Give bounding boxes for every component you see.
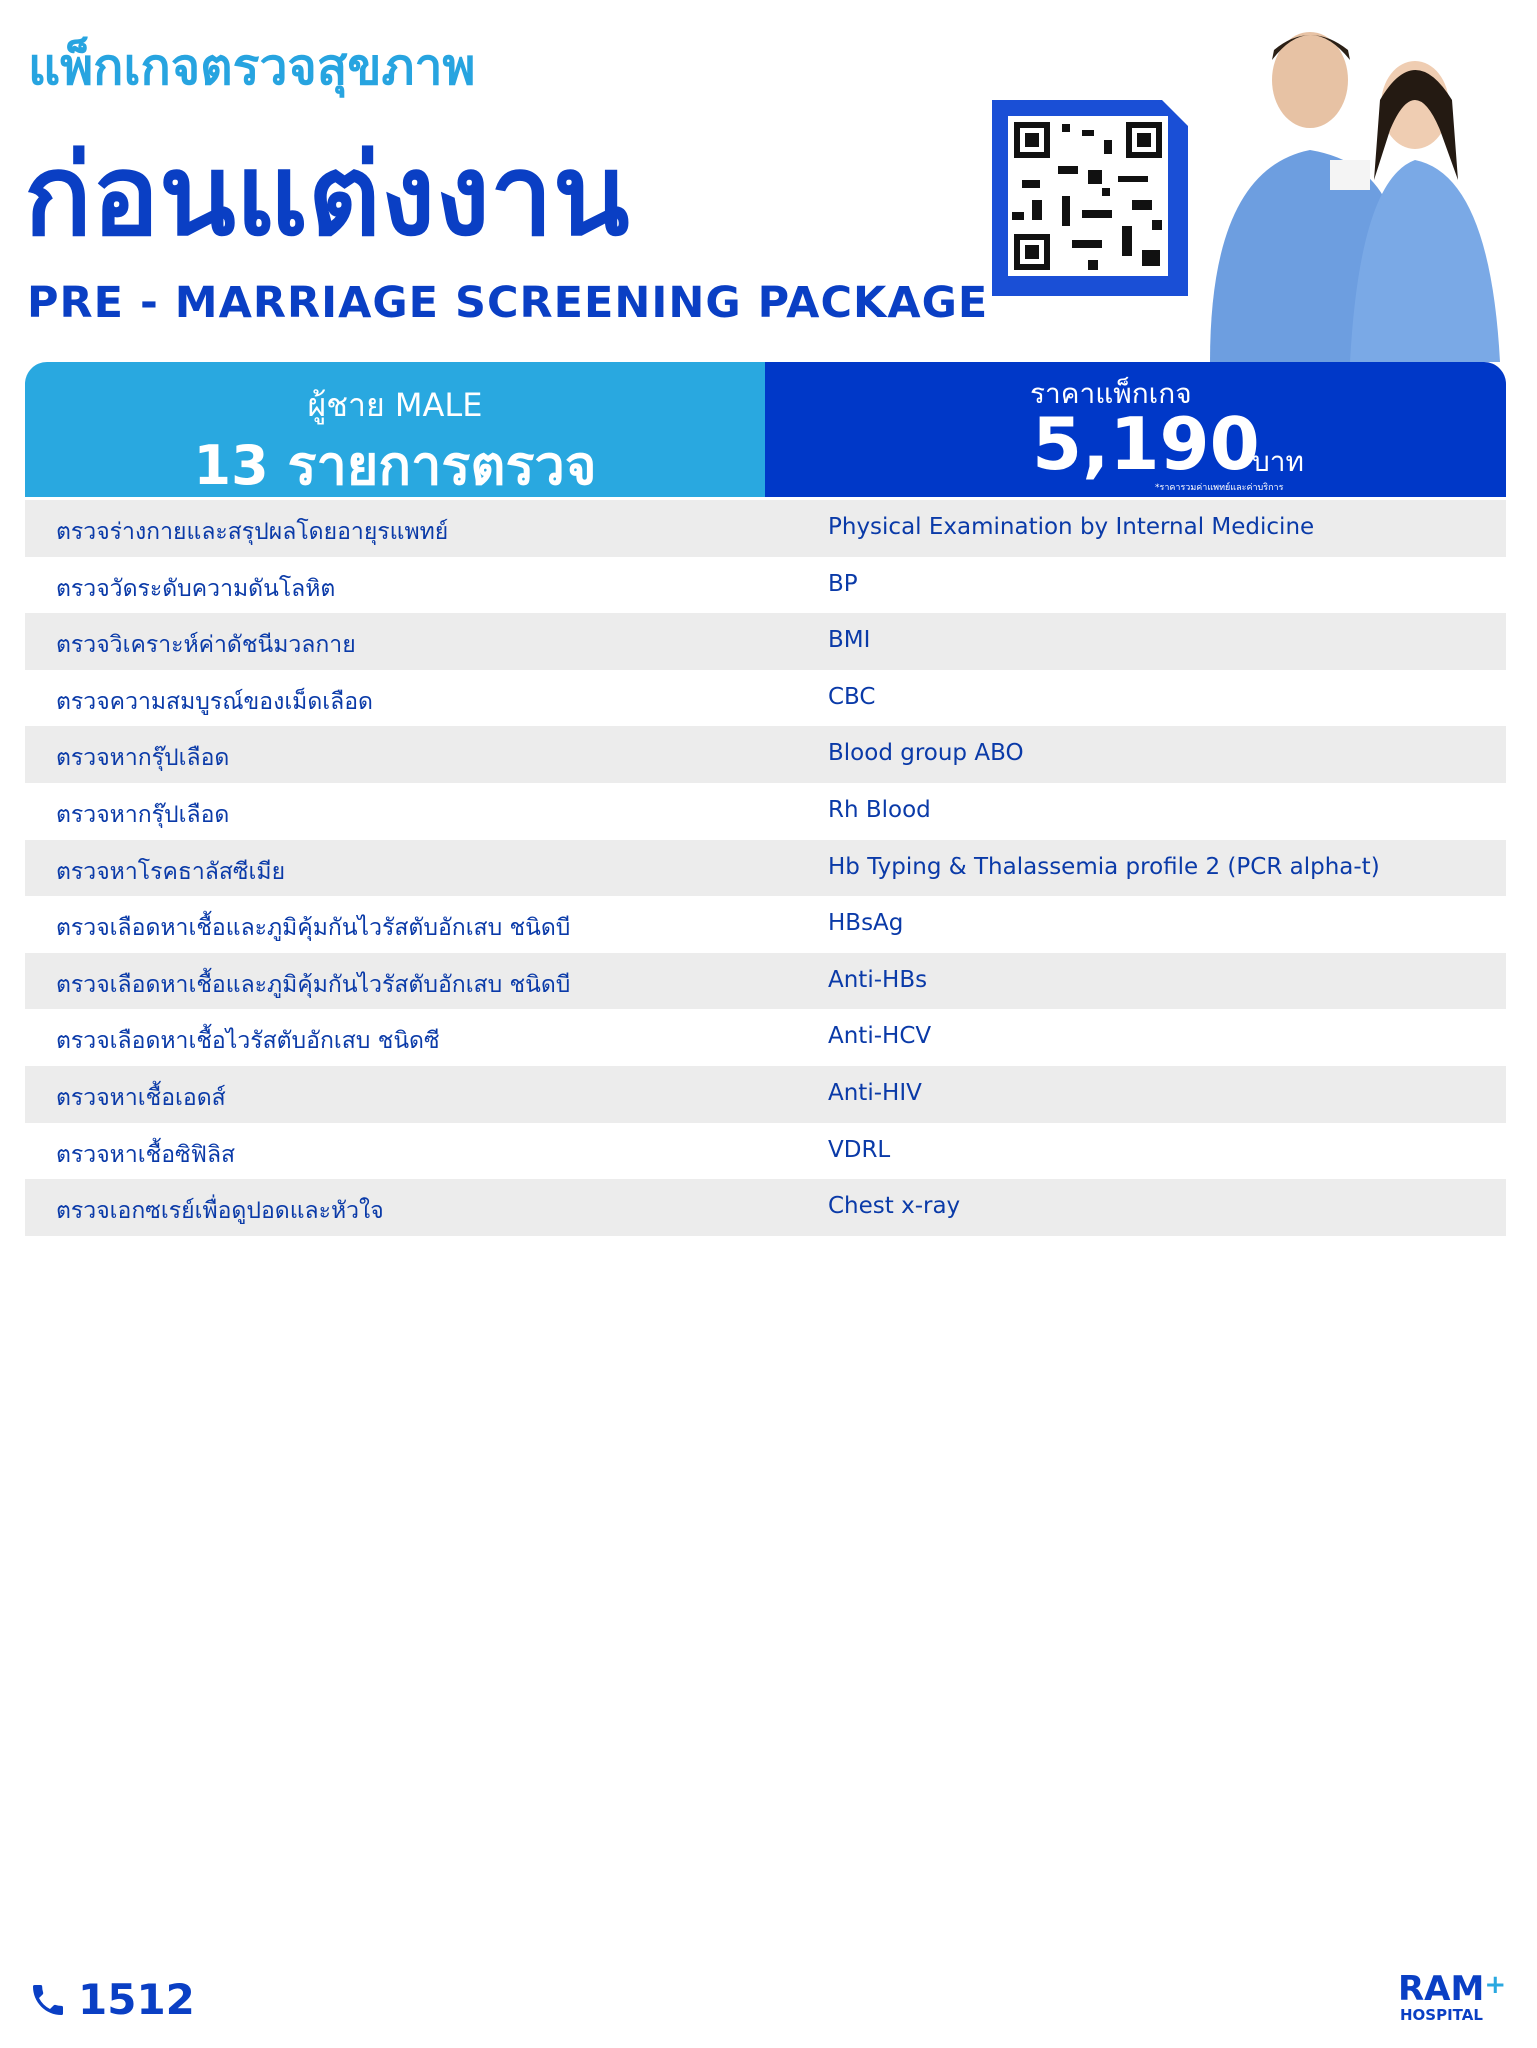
table-row: ตรวจเลือดหาเชื้อและภูมิคุ้มกันไวรัสตับอั…	[25, 952, 1506, 1010]
qr-code	[992, 100, 1188, 296]
test-thai: ตรวจเอกซเรย์เพื่อดูปอดและหัวใจ	[56, 1198, 384, 1225]
count-label: 13 รายการตรวจ	[193, 434, 597, 497]
currency: บาท	[1252, 445, 1304, 478]
gender-band	[25, 362, 765, 497]
test-english: Physical Examination by Internal Medicin…	[828, 514, 1315, 540]
table-row: ตรวจร่างกายและสรุปผลโดยอายุรแพทย์ Physica…	[25, 500, 1506, 557]
table-row: ตรวจหากรุ๊ปเลือด Blood group ABO	[25, 726, 1506, 783]
test-english: Anti-HIV	[828, 1079, 922, 1106]
table-row: ตรวจเอกซเรย์เพื่อดูปอดและหัวใจ Chest x-ra…	[25, 1179, 1506, 1236]
test-thai: ตรวจหากรุ๊ปเลือด	[56, 745, 230, 772]
test-thai: ตรวจเลือดหาเชื้อไวรัสตับอักเสบ ชนิดซี	[56, 1028, 440, 1055]
table-row: ตรวจหากรุ๊ปเลือด Rh Blood	[25, 783, 1506, 840]
table-row: ตรวจเลือดหาเชื้อไวรัสตับอักเสบ ชนิดซี Ant…	[25, 1009, 1506, 1066]
gender-label: ผู้ชาย MALE	[307, 386, 483, 424]
test-thai: ตรวจหากรุ๊ปเลือด	[56, 801, 230, 828]
test-english: Blood group ABO	[828, 740, 1024, 767]
table-row: ตรวจหาเชื้อซิฟิลิส VDRL	[25, 1123, 1506, 1180]
test-thai: ตรวจวิเคราะห์ค่าดัชนีมวลกาย	[56, 632, 356, 659]
test-english: Chest x-ray	[828, 1193, 961, 1220]
test-thai: ตรวจหาเชื้อซิฟิลิส	[56, 1141, 236, 1168]
subtitle: แพ็กเกจตรวจสุขภาพ	[28, 38, 476, 96]
table-row: ตรวจเลือดหาเชื้อและภูมิคุ้มกันไวรัสตับอั…	[25, 896, 1506, 953]
test-thai: ตรวจความสมบูรณ์ของเม็ดเลือด	[56, 688, 373, 715]
phone-icon	[33, 1984, 63, 2015]
table-row: ตรวจหาโรคธาลัสซีเมีย Hb Typing & Thalasse…	[25, 839, 1506, 897]
table-row: ตรวจความสมบูรณ์ของเม็ดเลือด CBC	[25, 670, 1506, 727]
test-thai: ตรวจวัดระดับความดันโลหิต	[56, 575, 336, 602]
price-label: ราคาแพ็กเกจ	[1030, 377, 1192, 410]
test-english: CBC	[828, 683, 876, 710]
price-note: *ราคารวมค่าแพทย์และค่าบริการ	[1155, 483, 1284, 493]
test-thai: ตรวจเลือดหาเชื้อและภูมิคุ้มกันไวรัสตับอั…	[56, 971, 571, 998]
phone: 1512	[28, 1975, 195, 2024]
test-thai: ตรวจหาโรคธาลัสซีเมีย	[56, 858, 286, 885]
logo: RAM+	[1398, 1969, 1507, 2009]
test-thai: ตรวจหาเชื้อเอดส์	[56, 1084, 226, 1111]
test-english: Anti-HCV	[828, 1023, 932, 1050]
price: 5,190	[1032, 402, 1260, 486]
logo-text: RAM	[1398, 1969, 1485, 2009]
title: ก่อนแต่งงาน	[24, 131, 630, 261]
test-english: BP	[828, 570, 858, 597]
couple-photo	[1210, 32, 1500, 362]
test-english: HBsAg	[828, 910, 904, 937]
logo-sub: HOSPITAL	[1400, 2006, 1483, 2024]
table-row: ตรวจวิเคราะห์ค่าดัชนีมวลกาย BMI	[25, 613, 1506, 670]
table-row: ตรวจวัดระดับความดันโลหิต BP	[25, 557, 1506, 614]
test-english: Anti-HBs	[828, 966, 928, 993]
test-english: Rh Blood	[828, 796, 931, 823]
english-title: PRE - MARRIAGE SCREENING PACKAGE	[27, 278, 989, 328]
price-band	[765, 362, 1506, 497]
test-english: VDRL	[828, 1136, 891, 1163]
test-thai: ตรวจร่างกายและสรุปผลโดยอายุรแพทย์	[56, 519, 449, 545]
test-english: Hb Typing & Thalassemia profile 2 (PCR a…	[828, 853, 1380, 880]
test-table: ตรวจร่างกายและสรุปผลโดยอายุรแพทย์ Physica…	[25, 500, 1506, 1236]
table-row: ตรวจหาเชื้อเอดส์ Anti-HIV	[25, 1065, 1506, 1123]
test-english: BMI	[828, 627, 871, 654]
test-thai: ตรวจเลือดหาเชื้อและภูมิคุ้มกันไวรัสตับอั…	[56, 915, 571, 942]
phone-number: 1512	[78, 1975, 195, 2024]
